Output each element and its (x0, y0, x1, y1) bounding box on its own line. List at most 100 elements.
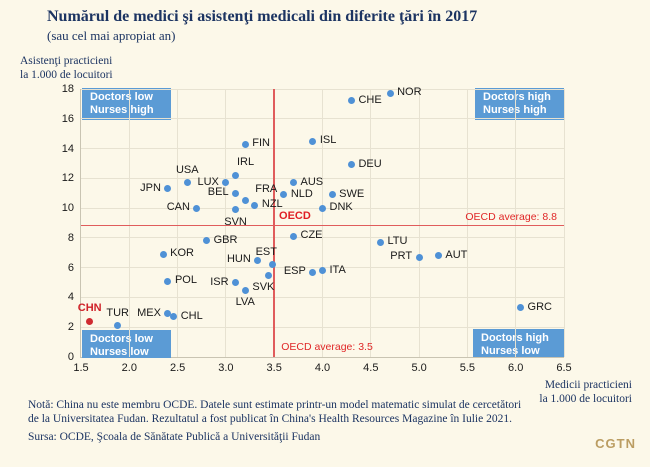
point-label-MEX: MEX (137, 306, 161, 319)
point-label-TUR: TUR (106, 306, 130, 319)
point-LTU (376, 238, 384, 246)
point-IRL (232, 171, 240, 179)
gridline-vertical (370, 89, 372, 357)
oecd-average-vline (273, 89, 275, 357)
point-label-GRC: GRC (527, 300, 552, 313)
point-label-CHL: CHL (180, 309, 203, 322)
point-HUN (254, 256, 262, 264)
chart-subtitle: (sau cel mai apropiat an) (47, 28, 176, 43)
source-text: Sursa: OCDE, Şcoala de Sănătate Publică … (28, 431, 321, 443)
point-label-PRT: PRT (390, 250, 413, 263)
point-AUS (290, 179, 298, 187)
point-label-NOR: NOR (397, 86, 422, 99)
point-ISL (309, 137, 317, 145)
point-label-KOR: KOR (170, 247, 194, 260)
point-label-SVK: SVK (252, 281, 275, 294)
point-MEX (164, 310, 172, 318)
x-axis-title-line2: la 1.000 de locuitori (539, 392, 632, 405)
y-tick-label: 8 (67, 231, 74, 244)
point-GBR (203, 237, 211, 245)
point-label-AUT: AUT (445, 248, 468, 261)
point-CHN (86, 317, 94, 325)
x-tick-label: 3.0 (218, 362, 234, 374)
oecd-average-hline-label: OECD average: 8.8 (465, 210, 557, 223)
point-label-CHE: CHE (358, 93, 382, 106)
point-EST (268, 261, 276, 269)
point-USA (183, 179, 191, 187)
point-label-SWE: SWE (339, 187, 365, 200)
x-tick-label: 2.0 (121, 362, 137, 374)
y-tick-label: 10 (61, 202, 74, 215)
point-label-ITA: ITA (329, 263, 346, 276)
point-CHL (170, 313, 178, 321)
point-label-CHN: CHN (77, 302, 102, 315)
point-label-AUS: AUS (300, 175, 324, 188)
quadrant-tl-line1: Doctors low (90, 91, 153, 103)
y-axis-title-line2: la 1.000 de locuitori (20, 68, 113, 81)
gridline-horizontal (81, 237, 564, 239)
quadrant-label-doctors-low-nurses-high: Doctors low Nurses high (82, 88, 171, 120)
point-NOR (386, 89, 394, 97)
point-DNK (319, 204, 326, 212)
point-label-NLD: NLD (290, 187, 313, 200)
point-label-GBR: GBR (213, 233, 238, 246)
point-NZL (251, 201, 259, 209)
point-label-FRA: FRA (255, 182, 278, 195)
point-LVA (241, 286, 249, 294)
quadrant-label-doctors-high-nurses-low: Doctors high Nurses low (473, 329, 565, 357)
point-TUR (114, 322, 122, 330)
plot-area: Doctors low Nurses high Doctors high Nur… (62, 83, 572, 374)
cgtn-logo: CGTN (595, 436, 636, 451)
x-tick-label: 4.0 (314, 362, 331, 374)
y-tick-label: 14 (61, 142, 74, 155)
footnote-line1: Notă: China nu este membru OCDE. Datele … (28, 399, 522, 411)
quadrant-label-doctors-high-nurses-high: Doctors high Nurses high (475, 88, 564, 120)
gridline-horizontal (81, 88, 564, 90)
point-label-POL: POL (174, 274, 197, 287)
x-tick-label: 2.5 (169, 362, 186, 374)
gridline-vertical (418, 89, 420, 357)
y-axis-title: Asistenţi practicieni la 1.000 de locuit… (20, 55, 113, 82)
point-label-USA: USA (175, 163, 199, 176)
x-axis-title-line1: Medicii practicieni (544, 379, 632, 391)
x-tick-label: 3.5 (266, 362, 282, 374)
point-label-SVN: SVN (224, 215, 247, 228)
point-DEU (347, 161, 355, 169)
point-label-LVA: LVA (235, 296, 255, 308)
x-tick-label: 1.5 (73, 362, 89, 374)
x-tick-label: 6.5 (556, 362, 572, 374)
point-label-FIN: FIN (252, 137, 270, 150)
point-POL (164, 277, 172, 285)
point-label-IRL: IRL (236, 156, 255, 169)
y-tick-label: 12 (61, 172, 74, 185)
oecd-annotation: OECD (279, 210, 311, 223)
gridline-vertical (225, 89, 227, 357)
point-label-ISR: ISR (210, 275, 229, 288)
oecd-average-vline-label: OECD average: 3.5 (281, 341, 373, 353)
gridline-horizontal (81, 296, 564, 298)
point-ITA (319, 267, 326, 275)
chart-title: Numărul de medici şi asistenţi medicali … (47, 8, 478, 25)
point-FRA (241, 197, 249, 205)
point-label-NZL: NZL (261, 198, 283, 211)
y-tick-label: 18 (61, 83, 74, 95)
quadrant-bl-line1: Doctors low (90, 333, 153, 345)
footnote: Notă: China nu este membru OCDE. Datele … (28, 398, 521, 426)
point-JPN (164, 185, 172, 193)
point-label-ISL: ISL (319, 134, 337, 147)
gridline-horizontal (81, 177, 564, 179)
point-SVK (264, 271, 272, 279)
point-label-LUX: LUX (197, 175, 219, 188)
x-axis-title: Medicii practicieni la 1.000 de locuitor… (539, 379, 632, 406)
x-tick-label: 4.5 (363, 362, 379, 374)
quadrant-tr-line2: Nurses high (483, 104, 547, 116)
x-tick-label: 5.5 (459, 362, 476, 374)
point-KOR (159, 250, 167, 258)
y-tick-label: 0 (67, 351, 74, 363)
y-tick-label: 16 (61, 112, 74, 125)
point-NLD (280, 191, 288, 199)
point-label-CZE: CZE (300, 229, 323, 242)
point-SVN (232, 206, 240, 214)
y-tick-label: 2 (67, 321, 74, 334)
